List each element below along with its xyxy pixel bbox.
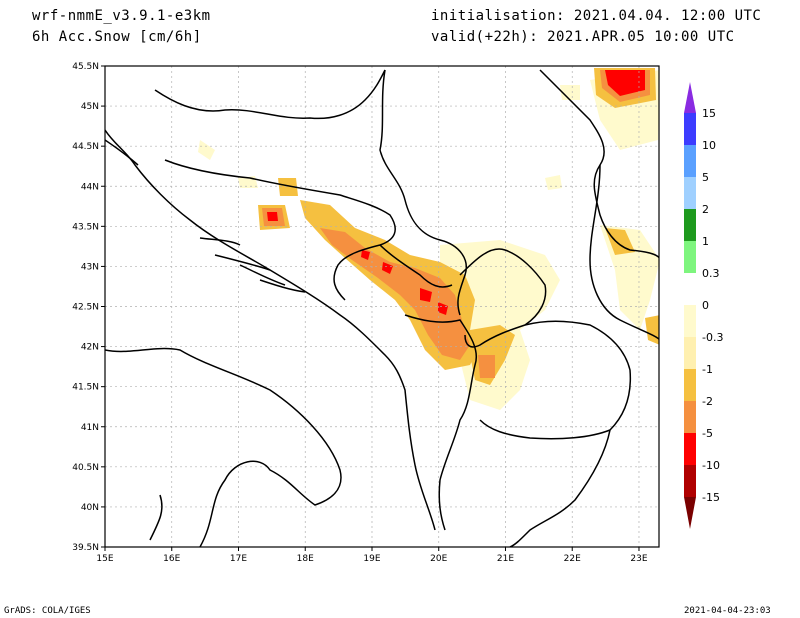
- colorbar-label: -10: [702, 459, 720, 472]
- x-tick-label: 15E: [96, 554, 113, 564]
- bulgaria-border: [589, 164, 659, 341]
- italy-heel: [149, 494, 163, 541]
- snowfall-shading: [198, 68, 659, 410]
- latitude-ticks: 45.5N 45N 44.5N 44N 43.5N 43N 42.5N 42N 41.5N 41N…: [72, 62, 105, 553]
- colorbar-label: 10: [702, 139, 716, 152]
- colorbar-label: -5: [702, 427, 713, 440]
- colorbar-top-arrow: [684, 82, 696, 113]
- x-tick-label: 20E: [430, 554, 447, 564]
- x-tick-label: 23E: [630, 554, 647, 564]
- valid-time: valid(+22h): 2021.APR.05 10:00 UTC: [431, 29, 735, 45]
- colorbar-segment: [684, 369, 696, 401]
- colorbar-label: 0.3: [702, 267, 720, 280]
- colorbar-segment: [684, 145, 696, 177]
- snow-area-light: [198, 140, 215, 160]
- x-tick-label: 17E: [230, 554, 247, 564]
- coastlines-borders: [105, 69, 659, 547]
- macedonia-border: [479, 320, 632, 440]
- albania-border: [404, 314, 477, 531]
- balkan-coastline: [105, 129, 436, 531]
- initialisation-time: initialisation: 2021.04.04. 12:00 UTC: [431, 8, 762, 24]
- map-grid: [105, 66, 659, 547]
- y-tick-label: 44.5N: [72, 142, 99, 152]
- colorbar-bottom-arrow: [684, 497, 696, 529]
- kosovo-border: [459, 248, 547, 348]
- greece-coast: [509, 429, 611, 547]
- colorbar-segment: [684, 401, 696, 433]
- y-tick-label: 40.5N: [72, 463, 99, 473]
- colorbar-segment: [684, 433, 696, 465]
- snow-area-intense: [267, 212, 278, 221]
- snow-area-moderate: [645, 315, 659, 345]
- y-tick-label: 44N: [81, 182, 99, 192]
- island: [105, 139, 139, 166]
- snow-area-intense: [420, 288, 432, 302]
- colorbar: 15 10 5 2 1 0.3 0 -0.3 -1 -2 -5 -10 -15: [684, 82, 723, 529]
- colorbar-label: 5: [702, 171, 709, 184]
- colorbar-segment: [684, 241, 696, 273]
- colorbar-label: -1: [702, 363, 713, 376]
- y-tick-label: 42.5N: [72, 303, 99, 313]
- y-tick-label: 41.5N: [72, 383, 99, 393]
- colorbar-label: -0.3: [702, 331, 723, 344]
- y-tick-label: 43N: [81, 262, 99, 272]
- snow-area-heavy: [478, 355, 495, 378]
- model-title: wrf-nmmE_v3.9.1-e3km: [32, 8, 211, 24]
- render-timestamp: 2021-04-04-23:03: [684, 606, 771, 616]
- north-border: [154, 69, 386, 120]
- y-tick-label: 41N: [81, 423, 99, 433]
- snow-area-intense: [605, 70, 645, 96]
- montenegro-border: [379, 244, 453, 288]
- snow-area-light: [600, 225, 659, 330]
- colorbar-label: -15: [702, 491, 720, 504]
- colorbar-label: 1: [702, 235, 709, 248]
- y-tick-label: 42N: [81, 343, 99, 353]
- snow-area-intense: [382, 262, 393, 274]
- romania-border: [539, 69, 659, 260]
- x-tick-label: 18E: [297, 554, 314, 564]
- y-tick-label: 45N: [81, 102, 99, 112]
- colorbar-segment: [684, 465, 696, 497]
- colorbar-label: 15: [702, 107, 716, 120]
- colorbar-segment: [684, 273, 696, 305]
- colorbar-segment: [684, 113, 696, 145]
- x-tick-label: 22E: [564, 554, 581, 564]
- y-tick-label: 39.5N: [72, 543, 99, 553]
- island: [199, 237, 241, 246]
- snow-area-light: [545, 175, 562, 190]
- grads-credit: GrADS: COLA/IGES: [4, 606, 91, 616]
- colorbar-segment: [684, 305, 696, 337]
- snow-area-moderate: [278, 178, 298, 196]
- italy-coastline: [105, 347, 342, 547]
- colorbar-segment: [684, 177, 696, 209]
- serbia-border: [379, 69, 467, 316]
- snow-area-intense: [438, 302, 448, 315]
- island: [259, 279, 306, 293]
- snow-area-heavy: [320, 228, 470, 360]
- y-tick-label: 43.5N: [72, 222, 99, 232]
- snow-area-light: [560, 85, 580, 100]
- y-tick-label: 40N: [81, 503, 99, 513]
- x-tick-label: 16E: [163, 554, 180, 564]
- y-tick-label: 45.5N: [72, 62, 99, 72]
- variable-title: 6h Acc.Snow [cm/6h]: [32, 29, 202, 45]
- x-tick-label: 21E: [497, 554, 514, 564]
- snow-area-intense: [361, 250, 370, 260]
- colorbar-label: -2: [702, 395, 713, 408]
- colorbar-segment: [684, 337, 696, 369]
- island: [239, 264, 286, 286]
- bosnia-border: [164, 159, 396, 301]
- longitude-ticks: 15E 16E 17E 18E 19E 20E 21E 22E 23E: [96, 547, 648, 564]
- island: [214, 254, 271, 271]
- colorbar-segment: [684, 209, 696, 241]
- colorbar-label: 0: [702, 299, 709, 312]
- colorbar-label: 2: [702, 203, 709, 216]
- x-tick-label: 19E: [363, 554, 380, 564]
